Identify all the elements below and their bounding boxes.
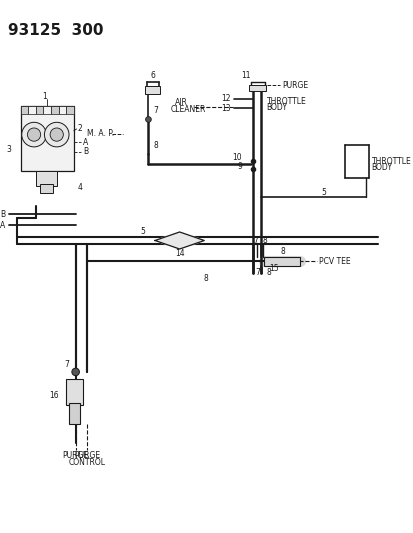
Text: PURGE: PURGE [74,450,100,459]
Text: 11: 11 [240,71,250,80]
Text: B: B [0,209,6,219]
Circle shape [44,122,69,147]
Text: BODY: BODY [266,103,287,112]
FancyBboxPatch shape [66,378,83,405]
Text: 14: 14 [174,249,184,258]
FancyBboxPatch shape [36,171,57,185]
Circle shape [27,128,40,141]
Text: 7: 7 [255,268,259,277]
FancyBboxPatch shape [248,85,265,91]
FancyBboxPatch shape [263,256,299,266]
Text: 5: 5 [140,228,145,237]
Text: A: A [0,221,6,230]
Text: 6: 6 [150,71,155,80]
Text: 8: 8 [262,236,267,245]
Text: 8: 8 [266,268,271,277]
Text: 10: 10 [232,153,242,162]
Text: BODY: BODY [371,163,392,172]
Text: 12: 12 [221,94,230,103]
Text: 4: 4 [77,183,82,192]
Text: THROTTLE: THROTTLE [266,97,306,106]
Circle shape [50,128,63,141]
FancyBboxPatch shape [69,403,80,424]
Circle shape [145,117,151,122]
Text: CLEANER: CLEANER [170,104,205,114]
Text: 7: 7 [153,107,158,116]
Text: 13: 13 [221,103,230,112]
Polygon shape [43,106,51,114]
Text: 3: 3 [7,145,11,154]
FancyBboxPatch shape [40,184,53,193]
Text: 7: 7 [64,360,69,369]
Text: 1: 1 [42,92,47,101]
FancyBboxPatch shape [144,86,159,94]
Polygon shape [36,106,43,114]
Text: PURGE: PURGE [281,81,307,90]
Text: 8: 8 [203,274,208,283]
Text: CONTROL: CONTROL [68,458,105,467]
Text: 8: 8 [280,247,285,256]
Text: 9: 9 [237,162,242,171]
Polygon shape [66,106,74,114]
Text: 15: 15 [269,264,278,273]
Text: 7: 7 [253,236,258,245]
Text: B: B [83,147,88,156]
Text: PCV TEE: PCV TEE [318,257,349,266]
Circle shape [22,122,46,147]
Circle shape [72,368,79,376]
Text: THROTTLE: THROTTLE [371,157,411,166]
Text: 16: 16 [49,391,59,400]
Polygon shape [21,106,28,114]
Text: PURGE: PURGE [62,450,88,459]
Text: 8: 8 [153,141,157,150]
FancyBboxPatch shape [21,106,74,171]
Text: 2: 2 [77,124,82,133]
Text: M. A. P.: M. A. P. [87,129,114,138]
Polygon shape [28,106,36,114]
Polygon shape [155,232,204,249]
Text: 5: 5 [321,188,325,197]
Text: A: A [83,138,88,147]
Polygon shape [59,106,66,114]
Text: AIR: AIR [175,98,188,107]
Polygon shape [51,106,59,114]
Text: 93125  300: 93125 300 [7,23,103,38]
